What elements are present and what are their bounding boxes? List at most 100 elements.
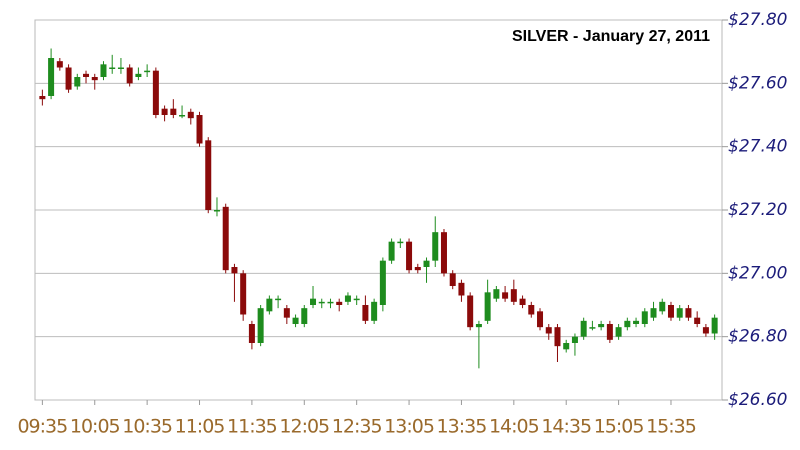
candle-body xyxy=(484,292,491,321)
candle-body xyxy=(65,67,72,90)
candle-body xyxy=(580,320,587,337)
candle-body xyxy=(371,301,378,321)
y-tick-label: $27.80 xyxy=(728,10,787,30)
candle-body xyxy=(170,108,177,115)
x-tick-label: 15:35 xyxy=(646,416,696,438)
y-tick-label: $27.40 xyxy=(728,137,787,157)
candle-body xyxy=(449,273,456,286)
candle-body xyxy=(571,336,578,343)
candle-body xyxy=(475,324,482,328)
candle-body xyxy=(545,327,552,334)
candle-body xyxy=(283,308,290,318)
candle-body xyxy=(161,108,168,115)
candle-body xyxy=(196,115,203,144)
candle-body xyxy=(117,67,124,69)
candle-body xyxy=(135,73,142,77)
candle-body xyxy=(257,308,264,343)
candle-body xyxy=(231,267,238,274)
candle-body xyxy=(694,317,701,324)
candle-body xyxy=(56,61,63,68)
x-tick-label: 10:35 xyxy=(122,416,172,438)
candle-body xyxy=(510,289,517,302)
x-tick-label: 12:35 xyxy=(332,416,382,438)
candle-body xyxy=(275,298,282,301)
candle-body xyxy=(344,295,351,302)
candle-body xyxy=(458,282,465,296)
candle-body xyxy=(152,70,159,115)
candle-body xyxy=(563,343,570,350)
candle-body xyxy=(589,327,596,329)
chart-title: SILVER - January 27, 2011 xyxy=(512,28,710,45)
candle-body xyxy=(213,210,220,212)
candle-body xyxy=(440,232,447,274)
candle-body xyxy=(537,311,544,328)
candle-body xyxy=(406,241,413,271)
candle-body xyxy=(205,140,212,210)
candle-body xyxy=(702,327,709,334)
candle-body xyxy=(362,305,369,321)
x-tick-label: 13:35 xyxy=(437,416,487,438)
candle-body xyxy=(379,260,386,305)
candle-body xyxy=(650,308,657,318)
candle-body xyxy=(301,308,308,324)
y-tick-label: $26.80 xyxy=(728,327,787,347)
candle-body xyxy=(74,77,81,87)
candle-body xyxy=(432,232,439,261)
candle-body xyxy=(388,241,395,261)
candle-body xyxy=(685,308,692,318)
candle-body xyxy=(624,320,631,328)
candle-body xyxy=(109,67,116,69)
candle-body xyxy=(528,305,535,315)
candle-body xyxy=(310,298,317,305)
x-tick-label: 11:05 xyxy=(175,416,225,438)
candle-body xyxy=(83,73,90,77)
candle-body xyxy=(336,301,343,305)
candle-body xyxy=(676,308,683,318)
candle-body xyxy=(353,298,360,301)
y-tick-label: $27.00 xyxy=(728,263,787,283)
candle-body xyxy=(144,70,151,73)
candle-body xyxy=(633,320,640,324)
candle-body xyxy=(641,311,648,324)
candle-body xyxy=(667,305,674,318)
candle-body xyxy=(222,206,229,271)
candle-body xyxy=(240,273,247,315)
x-tick-label: 11:35 xyxy=(227,416,277,438)
candle-body xyxy=(414,267,421,271)
candle-body xyxy=(615,327,622,337)
candle-body xyxy=(598,324,605,328)
candle-body xyxy=(318,301,325,304)
candle-body xyxy=(39,96,46,100)
y-tick-label: $27.20 xyxy=(728,200,787,220)
candle-body xyxy=(126,67,133,84)
x-tick-label: 15:05 xyxy=(594,416,644,438)
x-tick-label: 12:05 xyxy=(279,416,329,438)
candle-body xyxy=(292,317,299,324)
candle-body xyxy=(248,324,255,343)
candle-body xyxy=(502,292,509,299)
candle-body xyxy=(519,298,526,305)
candle-body xyxy=(467,295,474,328)
candle-body xyxy=(266,298,273,312)
candle-body xyxy=(48,58,55,96)
y-tick-label: $26.60 xyxy=(728,390,787,410)
candle-body xyxy=(187,111,194,119)
candle-body xyxy=(606,324,613,340)
y-tick-label: $27.60 xyxy=(728,73,787,93)
x-tick-label: 09:35 xyxy=(17,416,67,438)
x-tick-label: 14:35 xyxy=(541,416,591,438)
candle-body xyxy=(179,115,186,117)
x-tick-label: 10:05 xyxy=(70,416,120,438)
candle-body xyxy=(327,301,334,304)
candle-body xyxy=(554,327,561,347)
x-tick-label: 13:05 xyxy=(384,416,434,438)
candle-body xyxy=(493,289,500,299)
candle-body xyxy=(659,301,666,312)
candle-body xyxy=(100,64,107,77)
candle-body xyxy=(397,241,404,244)
candle-body xyxy=(91,77,98,81)
candle-body xyxy=(711,317,718,334)
x-tick-label: 14:05 xyxy=(489,416,539,438)
candle-body xyxy=(423,260,430,267)
